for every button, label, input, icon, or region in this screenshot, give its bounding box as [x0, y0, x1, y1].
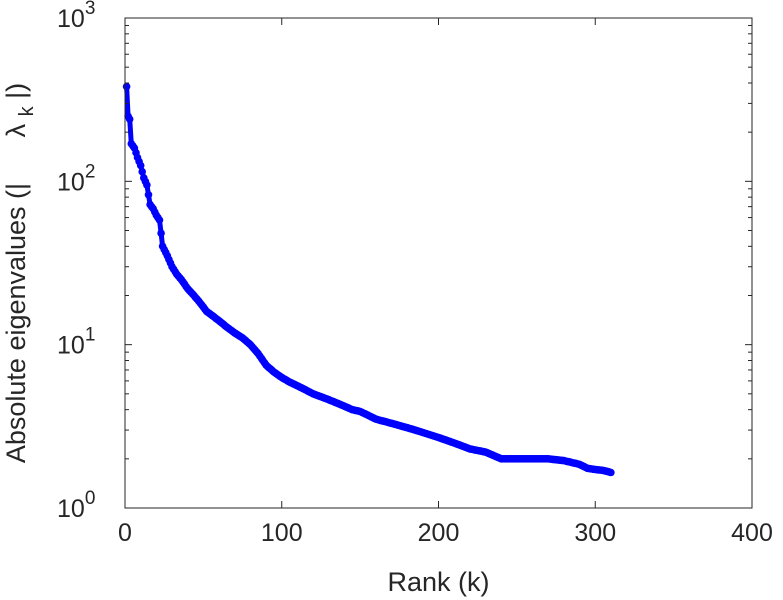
x-tick-label: 100: [261, 519, 303, 547]
y-tick-label-base: 10: [57, 168, 85, 196]
y-tick-label: 102: [57, 161, 95, 196]
y-tick-label-base: 10: [57, 332, 85, 360]
y-tick-label-exponent: 2: [85, 161, 96, 182]
data-point: [144, 191, 153, 199]
x-tick-label: 200: [418, 519, 460, 547]
data-point: [138, 167, 146, 176]
data-point: [136, 161, 145, 170]
plot-area: [125, 18, 752, 508]
y-axis-label-subscript: k: [16, 105, 38, 116]
y-tick-label: 103: [57, 0, 95, 33]
data-point: [143, 181, 151, 189]
x-axis-label: Rank (k): [387, 567, 489, 597]
y-axis-label-prefix: Absolute eigenvalues (|: [1, 183, 31, 463]
data-point: [157, 229, 165, 237]
plot-background: [125, 18, 752, 508]
y-tick-label-exponent: 3: [85, 0, 96, 19]
y-tick-label: 100: [57, 488, 95, 523]
x-tick-label: 0: [118, 519, 132, 547]
y-axis-label-suffix: |): [1, 83, 31, 99]
y-tick-label-base: 10: [57, 495, 85, 523]
y-tick-label: 101: [57, 325, 95, 360]
data-point: [122, 82, 131, 91]
series-layer: [122, 82, 615, 477]
x-tick-label: 300: [574, 519, 616, 547]
y-axis-label: Absolute eigenvalues (| λ k |): [1, 83, 39, 463]
data-point: [155, 216, 164, 224]
y-axis-label-symbol: λ: [1, 123, 31, 137]
data-point: [125, 115, 134, 123]
x-tick-label: 400: [731, 519, 773, 547]
data-point: [607, 468, 615, 477]
y-tick-label-exponent: 1: [85, 325, 96, 346]
y-tick-label-exponent: 0: [85, 488, 96, 509]
y-tick-label-base: 10: [57, 5, 85, 33]
